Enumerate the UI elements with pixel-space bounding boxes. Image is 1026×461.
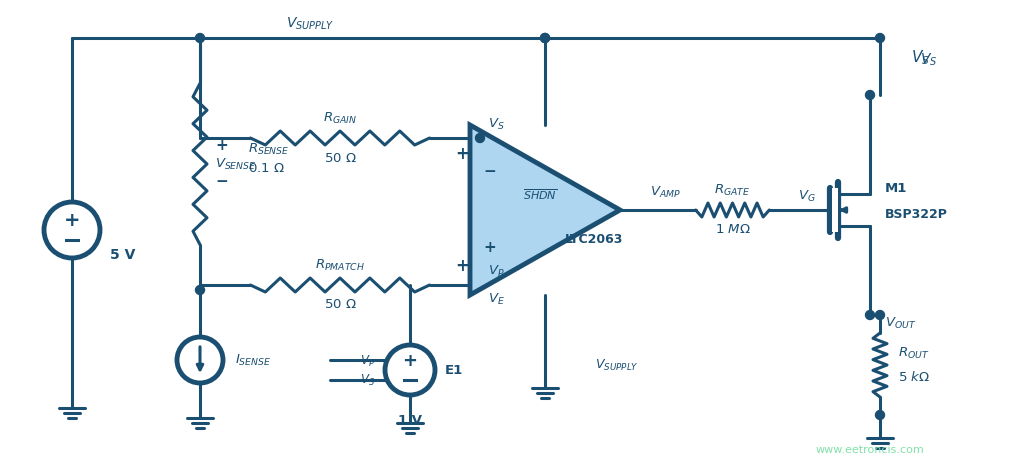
Text: $50\ \Omega$: $50\ \Omega$	[323, 299, 356, 312]
Text: 1 V: 1 V	[398, 414, 422, 426]
Circle shape	[541, 34, 550, 42]
Text: M1: M1	[885, 182, 907, 195]
Text: $V_S$: $V_S$	[360, 372, 374, 388]
Text: $V_{SUPPLY}$: $V_{SUPPLY}$	[595, 357, 639, 372]
Circle shape	[196, 34, 204, 42]
Text: $R_{SENSE}$: $R_{SENSE}$	[248, 142, 289, 157]
Circle shape	[875, 410, 884, 420]
Circle shape	[866, 90, 874, 100]
Circle shape	[196, 285, 204, 295]
Text: +: +	[402, 352, 418, 370]
Circle shape	[541, 34, 550, 42]
Text: $1\ M\Omega$: $1\ M\Omega$	[714, 224, 750, 236]
Text: $5\ k\Omega$: $5\ k\Omega$	[898, 370, 930, 384]
Text: $V_{AMP}$: $V_{AMP}$	[650, 184, 681, 200]
Text: +: +	[215, 138, 228, 154]
Circle shape	[875, 34, 884, 42]
Text: $R_{OUT}$: $R_{OUT}$	[898, 345, 930, 361]
Text: $R_{GAIN}$: $R_{GAIN}$	[323, 111, 357, 125]
Text: $V_P$: $V_P$	[360, 354, 374, 368]
Text: +: +	[456, 145, 469, 163]
Text: $R_{PMATCH}$: $R_{PMATCH}$	[315, 257, 365, 272]
Text: $0.1\ \Omega$: $0.1\ \Omega$	[248, 162, 285, 176]
Text: $V_S$: $V_S$	[488, 117, 505, 131]
Text: $V_S$: $V_S$	[920, 52, 938, 68]
Circle shape	[875, 311, 884, 319]
Text: www.eetroncis.com: www.eetroncis.com	[816, 445, 924, 455]
Text: $V_{OUT}$: $V_{OUT}$	[885, 315, 916, 331]
Text: $V_S$: $V_S$	[911, 49, 930, 67]
Text: $V_G$: $V_G$	[798, 189, 816, 204]
Text: BSP322P: BSP322P	[885, 208, 948, 221]
Circle shape	[866, 311, 874, 319]
Text: $\overline{SHDN}$: $\overline{SHDN}$	[523, 188, 557, 202]
Text: $50\ \Omega$: $50\ \Omega$	[323, 152, 356, 165]
Text: $V_{SENSE}$: $V_{SENSE}$	[215, 156, 256, 171]
Text: +: +	[64, 212, 80, 230]
Text: +: +	[456, 257, 469, 275]
Text: $I_{SENSE}$: $I_{SENSE}$	[235, 353, 271, 367]
Text: E1: E1	[445, 364, 464, 377]
Text: −: −	[483, 165, 497, 179]
Circle shape	[475, 134, 484, 142]
Text: $R_{GATE}$: $R_{GATE}$	[714, 183, 751, 198]
Text: LTC2063: LTC2063	[565, 234, 624, 247]
Text: $V_{SUPPLY}$: $V_{SUPPLY}$	[286, 16, 334, 32]
Text: $V_P$: $V_P$	[488, 263, 505, 278]
Text: −: −	[215, 175, 228, 189]
Text: +: +	[483, 241, 497, 255]
Bar	[832, 188, 838, 232]
Text: $V_E$: $V_E$	[488, 291, 505, 307]
Polygon shape	[470, 125, 620, 295]
Text: 5 V: 5 V	[110, 248, 135, 262]
